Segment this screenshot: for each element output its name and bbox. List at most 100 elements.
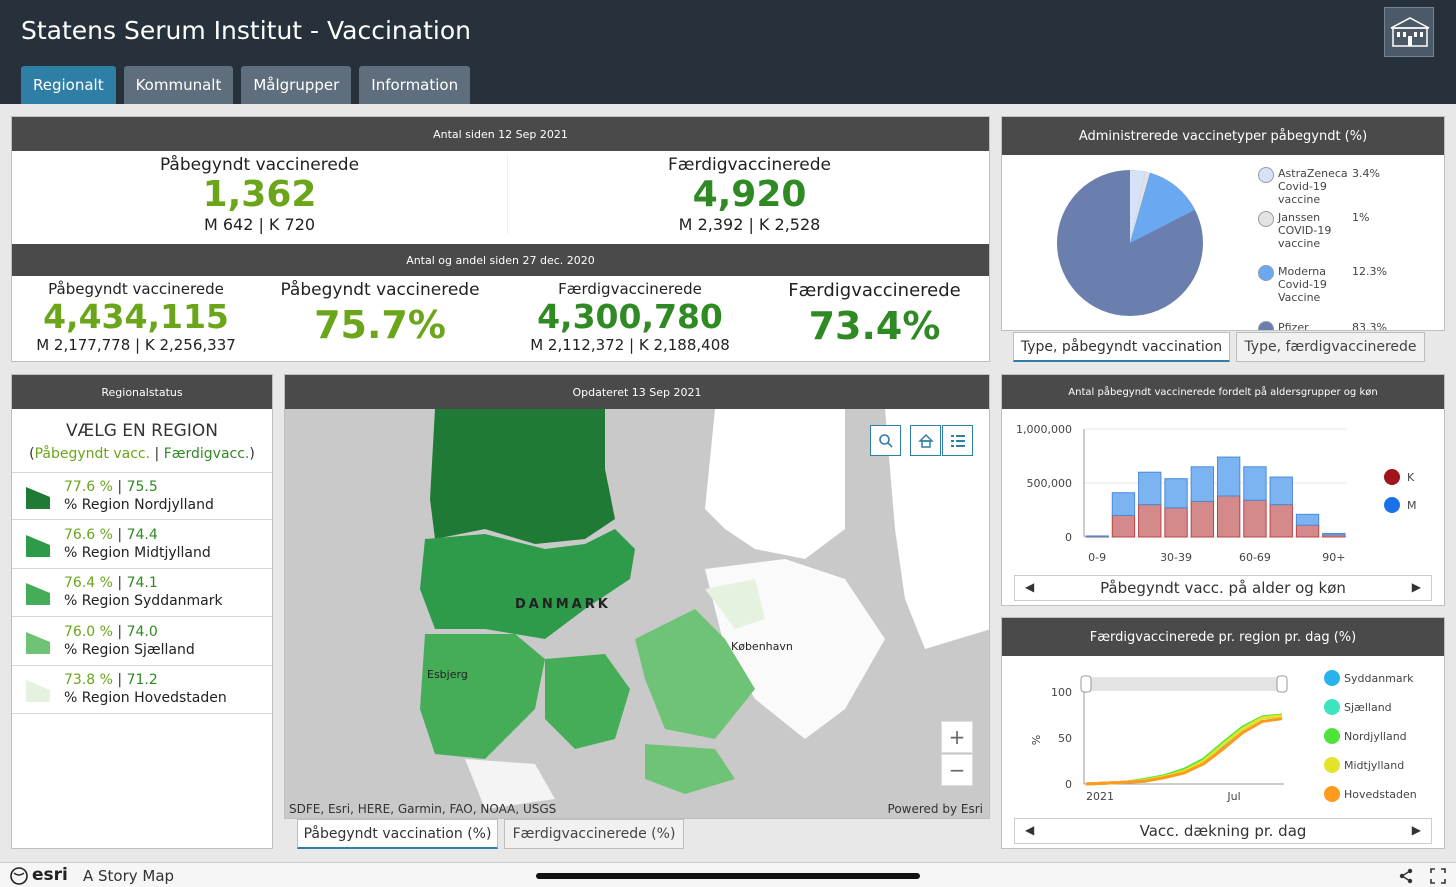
pct-started-label: Påbegyndt vaccinerede: [280, 280, 480, 300]
region-name: % Region Syddanmark: [64, 593, 223, 610]
region-swatch-icon: [26, 631, 50, 654]
next-arrow-icon[interactable]: ▶: [1411, 580, 1421, 594]
legend-dot[interactable]: [1324, 728, 1340, 744]
range-slider-end-handle[interactable]: [1276, 675, 1288, 693]
kpi-panel: Antal siden 12 Sep 2021 Påbegyndt vaccin…: [11, 116, 990, 362]
map-search-button[interactable]: [870, 425, 901, 456]
bar-m-70-79[interactable]: [1269, 476, 1293, 506]
y-tick-label: 100: [1051, 686, 1072, 699]
prev-arrow-icon[interactable]: ◀: [1025, 580, 1035, 594]
legend-dot[interactable]: [1384, 497, 1400, 513]
y-axis-label: %: [1030, 735, 1043, 745]
pie-slice-moderna: [1130, 172, 1195, 243]
region-row[interactable]: 73.8 % | 71.2% Region Hovedstaden: [12, 666, 272, 715]
region-swatch-icon: [26, 583, 50, 606]
bar-k-30-39[interactable]: [1164, 507, 1188, 538]
region-swatch-icon: [26, 680, 50, 703]
tab-map-completed[interactable]: Færdigvaccinerede (%): [504, 819, 684, 849]
institute-logo: [1384, 7, 1434, 57]
daily-coverage-title: Færdigvaccinerede pr. region pr. dag (%): [1002, 618, 1444, 656]
next-arrow-icon[interactable]: ▶: [1411, 823, 1421, 837]
region-values: 76.0 % | 74.0: [64, 623, 158, 640]
map-legend-button[interactable]: [942, 425, 973, 456]
legend-dot[interactable]: [1324, 757, 1340, 773]
tab-map-started[interactable]: Påbegyndt vaccination (%): [297, 819, 498, 849]
bar-k-20-29[interactable]: [1138, 504, 1162, 538]
bar-m-40-49[interactable]: [1190, 466, 1215, 502]
started-value: 1,362: [202, 174, 317, 215]
legend-vaccine-name: Pfizer BioNTech: [1278, 321, 1309, 331]
tab-regionalt[interactable]: Regionalt: [21, 66, 116, 104]
powered-by-esri[interactable]: Powered by Esri: [887, 802, 983, 816]
region-row[interactable]: 76.4 % | 74.1% Region Syddanmark: [12, 569, 272, 618]
denmark-map[interactable]: [285, 409, 990, 819]
bar-k-40-49[interactable]: [1190, 500, 1215, 538]
bar-m-80-89[interactable]: [1295, 513, 1320, 526]
range-slider-start-handle[interactable]: [1080, 675, 1092, 693]
age-chart-nav-label: Påbegyndt vacc. på alder og køn: [1100, 579, 1346, 597]
region-values: 76.6 % | 74.4: [64, 526, 158, 543]
bar-m-50-59[interactable]: [1216, 456, 1241, 497]
zoom-in-button[interactable]: +: [941, 721, 973, 753]
y-tick-label: 50: [1058, 732, 1072, 745]
map-attribution: SDFE, Esri, HERE, Garmin, FAO, NOAA, USG…: [289, 802, 557, 816]
region-subtitle: (Påbegyndt vacc. | Færdigvacc.): [29, 446, 255, 462]
header-bar: Statens Serum Institut - Vaccination Reg…: [0, 0, 1456, 104]
story-map-label: A Story Map: [83, 867, 175, 885]
legend-swatch: [1258, 167, 1274, 183]
bar-k-10-19[interactable]: [1111, 514, 1136, 538]
pie-slice-janssen: [1130, 171, 1150, 243]
legend-dot[interactable]: [1324, 699, 1340, 715]
legend-dot[interactable]: [1324, 786, 1340, 802]
prev-arrow-icon[interactable]: ◀: [1025, 823, 1035, 837]
x-tick-label: 2021: [1086, 790, 1114, 803]
legend-label: Syddanmark: [1344, 672, 1414, 685]
tab-information[interactable]: Information: [359, 66, 471, 104]
tab-type-started[interactable]: Type, påbegyndt vaccination: [1013, 332, 1230, 362]
bar-m-30-39[interactable]: [1164, 478, 1188, 509]
completed-value: 4,920: [692, 174, 807, 215]
bar-m-20-29[interactable]: [1138, 471, 1162, 506]
bar-k-60-69[interactable]: [1243, 499, 1267, 538]
tab-kommunalt[interactable]: Kommunalt: [123, 66, 234, 104]
bar-m-0-9[interactable]: [1085, 535, 1109, 537]
series-line-hovedstaden[interactable]: [1085, 717, 1283, 786]
region-row[interactable]: 77.6 % | 75.5 % Region Nordjylland: [12, 472, 272, 520]
tab-malgrupper[interactable]: Målgrupper: [241, 66, 352, 104]
legend-label: Hovedstaden: [1344, 788, 1417, 801]
esri-logo-text: esri: [32, 865, 68, 885]
legend-dot[interactable]: [1384, 469, 1400, 485]
bar-k-80-89[interactable]: [1295, 524, 1320, 538]
legend-label: K: [1407, 471, 1415, 484]
age-chart-head: Antal påbegyndt vaccinerede fordelt på a…: [1002, 375, 1444, 409]
share-icon[interactable]: [1398, 868, 1414, 884]
region-values: 77.6 % | 75.5: [64, 479, 158, 495]
bar-k-50-59[interactable]: [1216, 495, 1241, 538]
region-row[interactable]: 76.0 % | 74.0% Region Sjælland: [12, 618, 272, 666]
region-row[interactable]: 76.6 % | 74.4% Region Midtjylland: [12, 521, 272, 569]
tab-type-completed[interactable]: Type, færdigvaccinerede: [1236, 332, 1425, 362]
map-updated-label: Opdateret 13 Sep 2021: [285, 375, 989, 409]
bar-m-90+[interactable]: [1322, 532, 1346, 536]
vaccine-types-panel: Administrerede vaccinetyper påbegyndt (%…: [1001, 116, 1445, 331]
map-home-button[interactable]: [910, 425, 941, 456]
bar-k-70-79[interactable]: [1269, 504, 1293, 538]
x-tick-label: 0-9: [1088, 551, 1106, 564]
total-completed-value: 4,300,780: [537, 297, 723, 336]
total-started-value: 4,434,115: [43, 297, 229, 336]
range-slider-track[interactable]: [1084, 677, 1284, 691]
app-title: Statens Serum Institut - Vaccination: [21, 16, 471, 45]
zoom-out-button[interactable]: −: [941, 754, 973, 786]
daily-coverage-panel: Færdigvaccinerede pr. region pr. dag (%)…: [1001, 617, 1445, 849]
home-indicator: [536, 873, 920, 879]
x-tick-label: 90+: [1322, 551, 1345, 564]
city-label-esbjerg: Esbjerg: [427, 668, 468, 681]
age-chart-navigator[interactable]: ◀ Påbegyndt vacc. på alder og køn ▶: [1014, 575, 1432, 601]
bar-m-10-19[interactable]: [1111, 492, 1136, 516]
bar-m-60-69[interactable]: [1243, 466, 1267, 501]
search-icon: [878, 433, 893, 448]
region-panel: Regionalstatus VÆLG EN REGION (Påbegyndt…: [11, 374, 273, 849]
line-chart-navigator[interactable]: ◀ Vacc. dækning pr. dag ▶: [1014, 818, 1432, 844]
legend-dot[interactable]: [1324, 670, 1340, 686]
fullscreen-icon[interactable]: [1430, 868, 1446, 884]
